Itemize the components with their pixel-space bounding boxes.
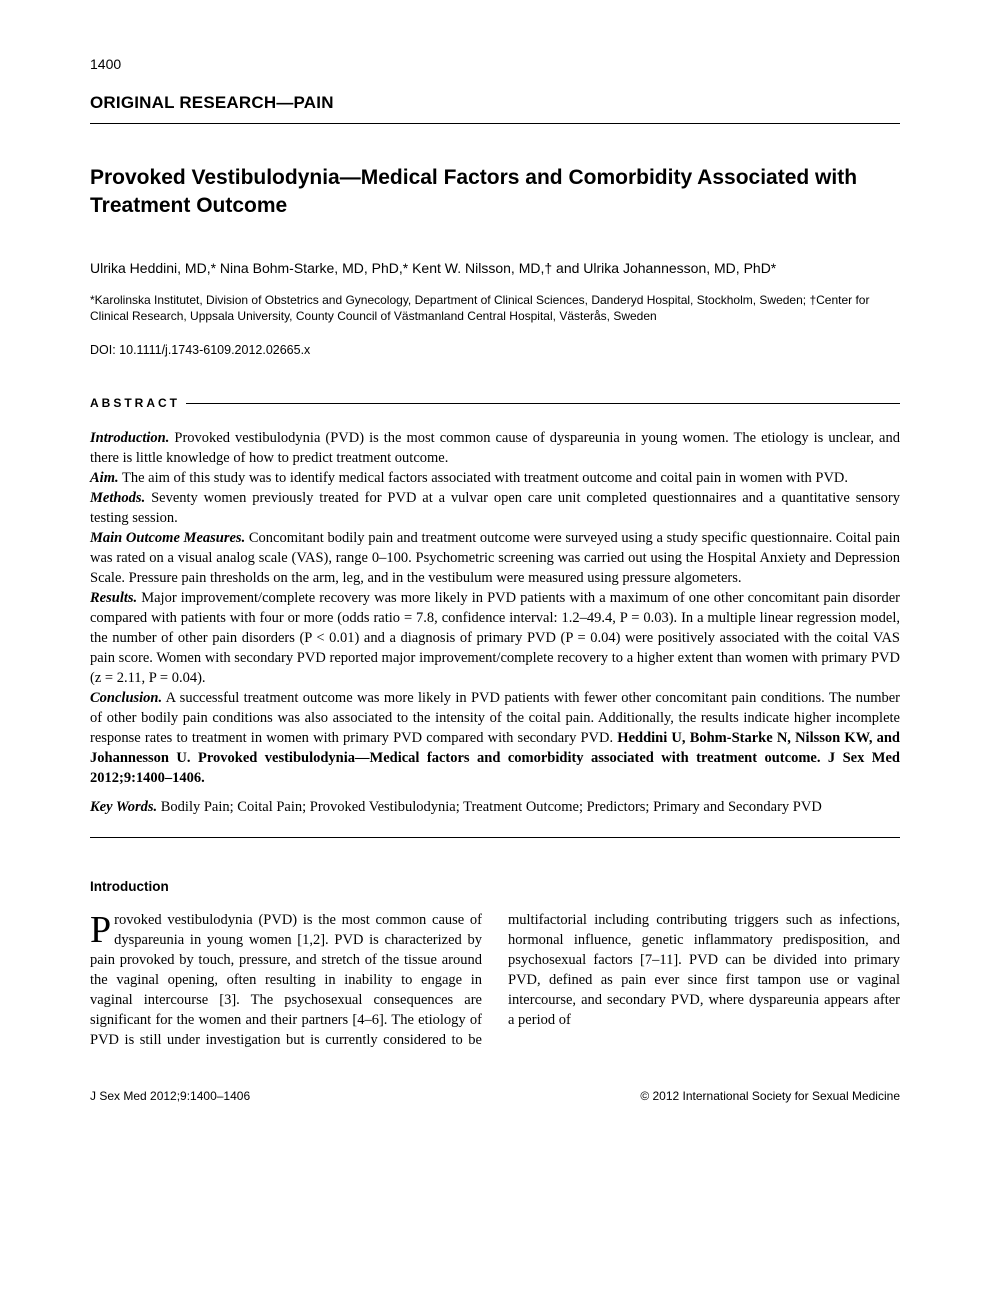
abstract-label: ABSTRACT [90, 395, 180, 411]
section-label: ORIGINAL RESEARCH—PAIN [90, 92, 900, 124]
body-heading-introduction: Introduction [90, 878, 900, 896]
footer-left: J Sex Med 2012;9:1400–1406 [90, 1088, 250, 1104]
abstract-introduction: Introduction. Provoked vestibulodynia (P… [90, 428, 900, 468]
page-number: 1400 [90, 55, 900, 74]
keywords-label: Key Words. [90, 799, 157, 815]
abstract-mo-label: Main Outcome Measures. [90, 530, 245, 546]
abstract-methods: Methods. Seventy women previously treate… [90, 488, 900, 528]
article-title: Provoked Vestibulodynia—Medical Factors … [90, 164, 900, 221]
abstract-aim-text: The aim of this study was to identify me… [119, 470, 848, 486]
abstract-conclusion-label: Conclusion. [90, 690, 162, 706]
abstract-block: ABSTRACT Introduction. Provoked vestibul… [90, 395, 900, 838]
doi: DOI: 10.1111/j.1743-6109.2012.02665.x [90, 342, 900, 359]
keywords: Key Words. Bodily Pain; Coital Pain; Pro… [90, 798, 900, 818]
author-list: Ulrika Heddini, MD,* Nina Bohm-Starke, M… [90, 259, 900, 279]
abstract-results: Results. Major improvement/complete reco… [90, 588, 900, 688]
abstract-rule [186, 403, 900, 404]
abstract-methods-label: Methods. [90, 490, 145, 506]
abstract-aim-label: Aim. [90, 470, 119, 486]
abstract-header: ABSTRACT [90, 395, 900, 411]
keywords-text: Bodily Pain; Coital Pain; Provoked Vesti… [157, 799, 822, 815]
abstract-results-text: Major improvement/complete recovery was … [90, 590, 900, 686]
body-paragraph: Provoked vestibulodynia (PVD) is the mos… [90, 910, 900, 1050]
body-text: rovoked vestibulodynia (PVD) is the most… [90, 912, 900, 1048]
footer-right: © 2012 International Society for Sexual … [640, 1088, 900, 1104]
abstract-intro-label: Introduction. [90, 430, 169, 446]
abstract-conclusion: Conclusion. A successful treatment outco… [90, 688, 900, 788]
page-footer: J Sex Med 2012;9:1400–1406 © 2012 Intern… [90, 1088, 900, 1104]
abstract-body: Introduction. Provoked vestibulodynia (P… [90, 428, 900, 788]
abstract-methods-text: Seventy women previously treated for PVD… [90, 490, 900, 526]
abstract-intro-text: Provoked vestibulodynia (PVD) is the mos… [90, 430, 900, 466]
abstract-aim: Aim. The aim of this study was to identi… [90, 468, 900, 488]
abstract-results-label: Results. [90, 590, 137, 606]
body-columns: Provoked vestibulodynia (PVD) is the mos… [90, 910, 900, 1050]
abstract-main-outcome: Main Outcome Measures. Concomitant bodil… [90, 528, 900, 588]
dropcap: P [90, 910, 114, 946]
affiliations: *Karolinska Institutet, Division of Obst… [90, 292, 900, 324]
